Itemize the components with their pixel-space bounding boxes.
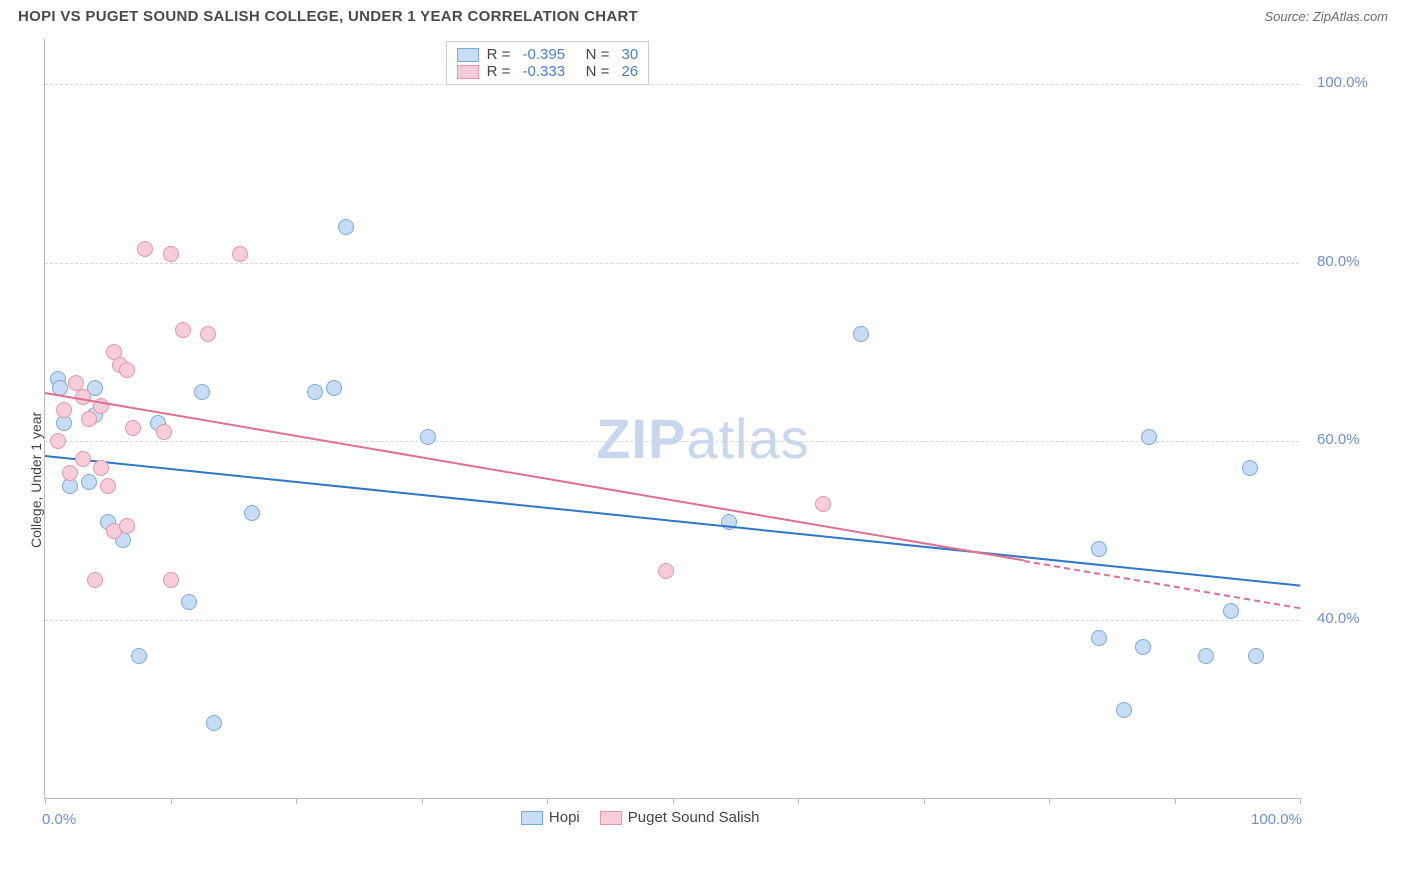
legend-n-value: 26 [622,63,639,80]
x-tick [673,798,674,804]
correlation-chart: College, Under 1 year 40.0% 60.0% 80.0% 100… [0,29,1406,859]
data-point [244,505,260,521]
data-point [1116,702,1132,718]
data-point [125,420,141,436]
data-point [1198,648,1214,664]
data-point [1091,541,1107,557]
data-point [68,375,84,391]
data-point [420,429,436,445]
data-point [156,424,172,440]
data-point [93,460,109,476]
legend-series: Hopi Puget Sound Salish [521,809,760,826]
y-tick-label: 40.0% [1317,610,1360,627]
data-point [1141,429,1157,445]
legend-r-label: R = [487,63,515,80]
legend-series-item: Hopi [521,809,580,826]
x-tick [45,798,46,804]
data-point [815,496,831,512]
legend-stats-row: R = -0.395 N = 30 [457,46,639,63]
legend-n-value: 30 [622,46,639,63]
y-tick-label: 100.0% [1317,74,1368,91]
gridline [45,84,1299,85]
data-point [853,326,869,342]
data-point [1223,603,1239,619]
data-point [163,572,179,588]
data-point [62,465,78,481]
x-tick [1049,798,1050,804]
data-point [194,384,210,400]
y-tick-label: 60.0% [1317,431,1360,448]
legend-series-label: Hopi [549,809,580,826]
gridline [45,263,1299,264]
data-point [326,380,342,396]
legend-swatch [457,65,479,79]
data-point [181,594,197,610]
trend-line [45,392,1024,561]
legend-swatch [600,811,622,825]
data-point [1135,639,1151,655]
legend-n-label: N = [573,46,613,63]
x-tick [296,798,297,804]
trend-line [1024,560,1300,609]
x-tick-label-left: 0.0% [42,811,76,828]
x-tick-label-right: 100.0% [1251,811,1302,828]
data-point [87,572,103,588]
legend-series-label: Puget Sound Salish [628,809,760,826]
legend-r-value: -0.395 [523,46,566,63]
legend-n-label: N = [573,63,613,80]
data-point [1242,460,1258,476]
gridline [45,441,1299,442]
data-point [206,715,222,731]
data-point [137,241,153,257]
data-point [307,384,323,400]
data-point [131,648,147,664]
data-point [56,402,72,418]
legend-swatch [457,48,479,62]
data-point [658,563,674,579]
data-point [119,362,135,378]
data-point [50,433,66,449]
data-point [175,322,191,338]
legend-r-label: R = [487,46,515,63]
legend-stats-row: R = -0.333 N = 26 [457,63,639,80]
chart-title: HOPI VS PUGET SOUND SALISH COLLEGE, UNDE… [18,8,638,25]
data-point [81,411,97,427]
x-tick [798,798,799,804]
plot-area [44,39,1299,799]
data-point [163,246,179,262]
legend-series-item: Puget Sound Salish [600,809,760,826]
y-axis-label: College, Under 1 year [28,412,44,548]
gridline [45,620,1299,621]
title-bar: HOPI VS PUGET SOUND SALISH COLLEGE, UNDE… [0,0,1406,29]
data-point [119,518,135,534]
data-point [100,478,116,494]
y-tick-label: 80.0% [1317,253,1360,270]
data-point [75,451,91,467]
data-point [200,326,216,342]
data-point [81,474,97,490]
legend-r-value: -0.333 [523,63,566,80]
source-credit: Source: ZipAtlas.com [1264,9,1388,24]
x-tick [1300,798,1301,804]
legend-swatch [521,811,543,825]
data-point [232,246,248,262]
data-point [1091,630,1107,646]
x-tick [924,798,925,804]
data-point [1248,648,1264,664]
x-tick [422,798,423,804]
x-tick [1175,798,1176,804]
x-tick [547,798,548,804]
legend-stats: R = -0.395 N = 30R = -0.333 N = 26 [446,41,650,85]
data-point [338,219,354,235]
x-tick [171,798,172,804]
